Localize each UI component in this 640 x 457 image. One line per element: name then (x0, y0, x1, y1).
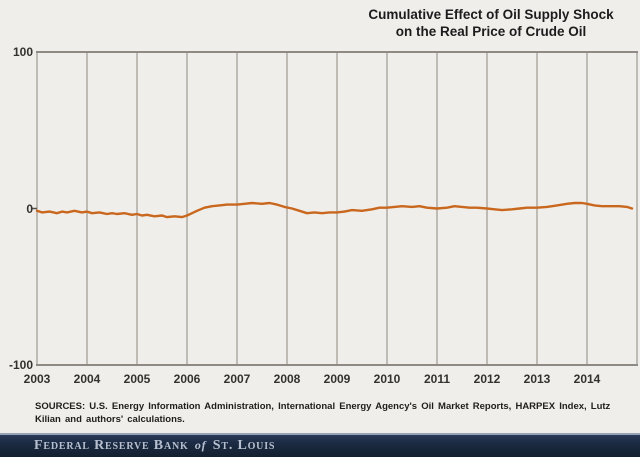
x-tick-label-2014: 2014 (573, 372, 601, 386)
x-tick-label-2003: 2003 (23, 372, 51, 386)
y-tick-label-100: 100 (12, 45, 33, 59)
chart-title-line1: Cumulative Effect of Oil Supply Shock (368, 7, 614, 22)
x-tick-label-2007: 2007 (223, 372, 251, 386)
x-tick-label-2009: 2009 (323, 372, 351, 386)
x-tick-label-2004: 2004 (73, 372, 101, 386)
frbstl-banner: Federal Reserve Bank of St. Louis (0, 433, 640, 457)
chart-title: Cumulative Effect of Oil Supply Shock on… (330, 6, 640, 40)
x-tick-label-2011: 2011 (423, 372, 451, 386)
x-tick-label-2010: 2010 (373, 372, 401, 386)
banner-org-part1: Federal Reserve Bank (34, 438, 189, 453)
sources-note: SOURCES: U.S. Energy Information Adminis… (35, 401, 611, 425)
x-tick-label-2006: 2006 (173, 372, 201, 386)
oil-supply-shock-line (35, 201, 634, 219)
x-tick-label-2012: 2012 (473, 372, 501, 386)
banner-of-word: of (194, 438, 207, 452)
y-tick-label--100: -100 (8, 358, 33, 372)
x-tick-label-2013: 2013 (523, 372, 551, 386)
x-tick-label-2008: 2008 (273, 372, 301, 386)
banner-org-part2: St. Louis (212, 438, 276, 453)
frbstl-banner-text: Federal Reserve Bank of St. Louis (0, 438, 275, 454)
y-tick-label-0: 0 (26, 201, 33, 216)
x-tick-label-2005: 2005 (123, 372, 151, 386)
chart-title-line2: on the Real Price of Crude Oil (395, 24, 587, 39)
